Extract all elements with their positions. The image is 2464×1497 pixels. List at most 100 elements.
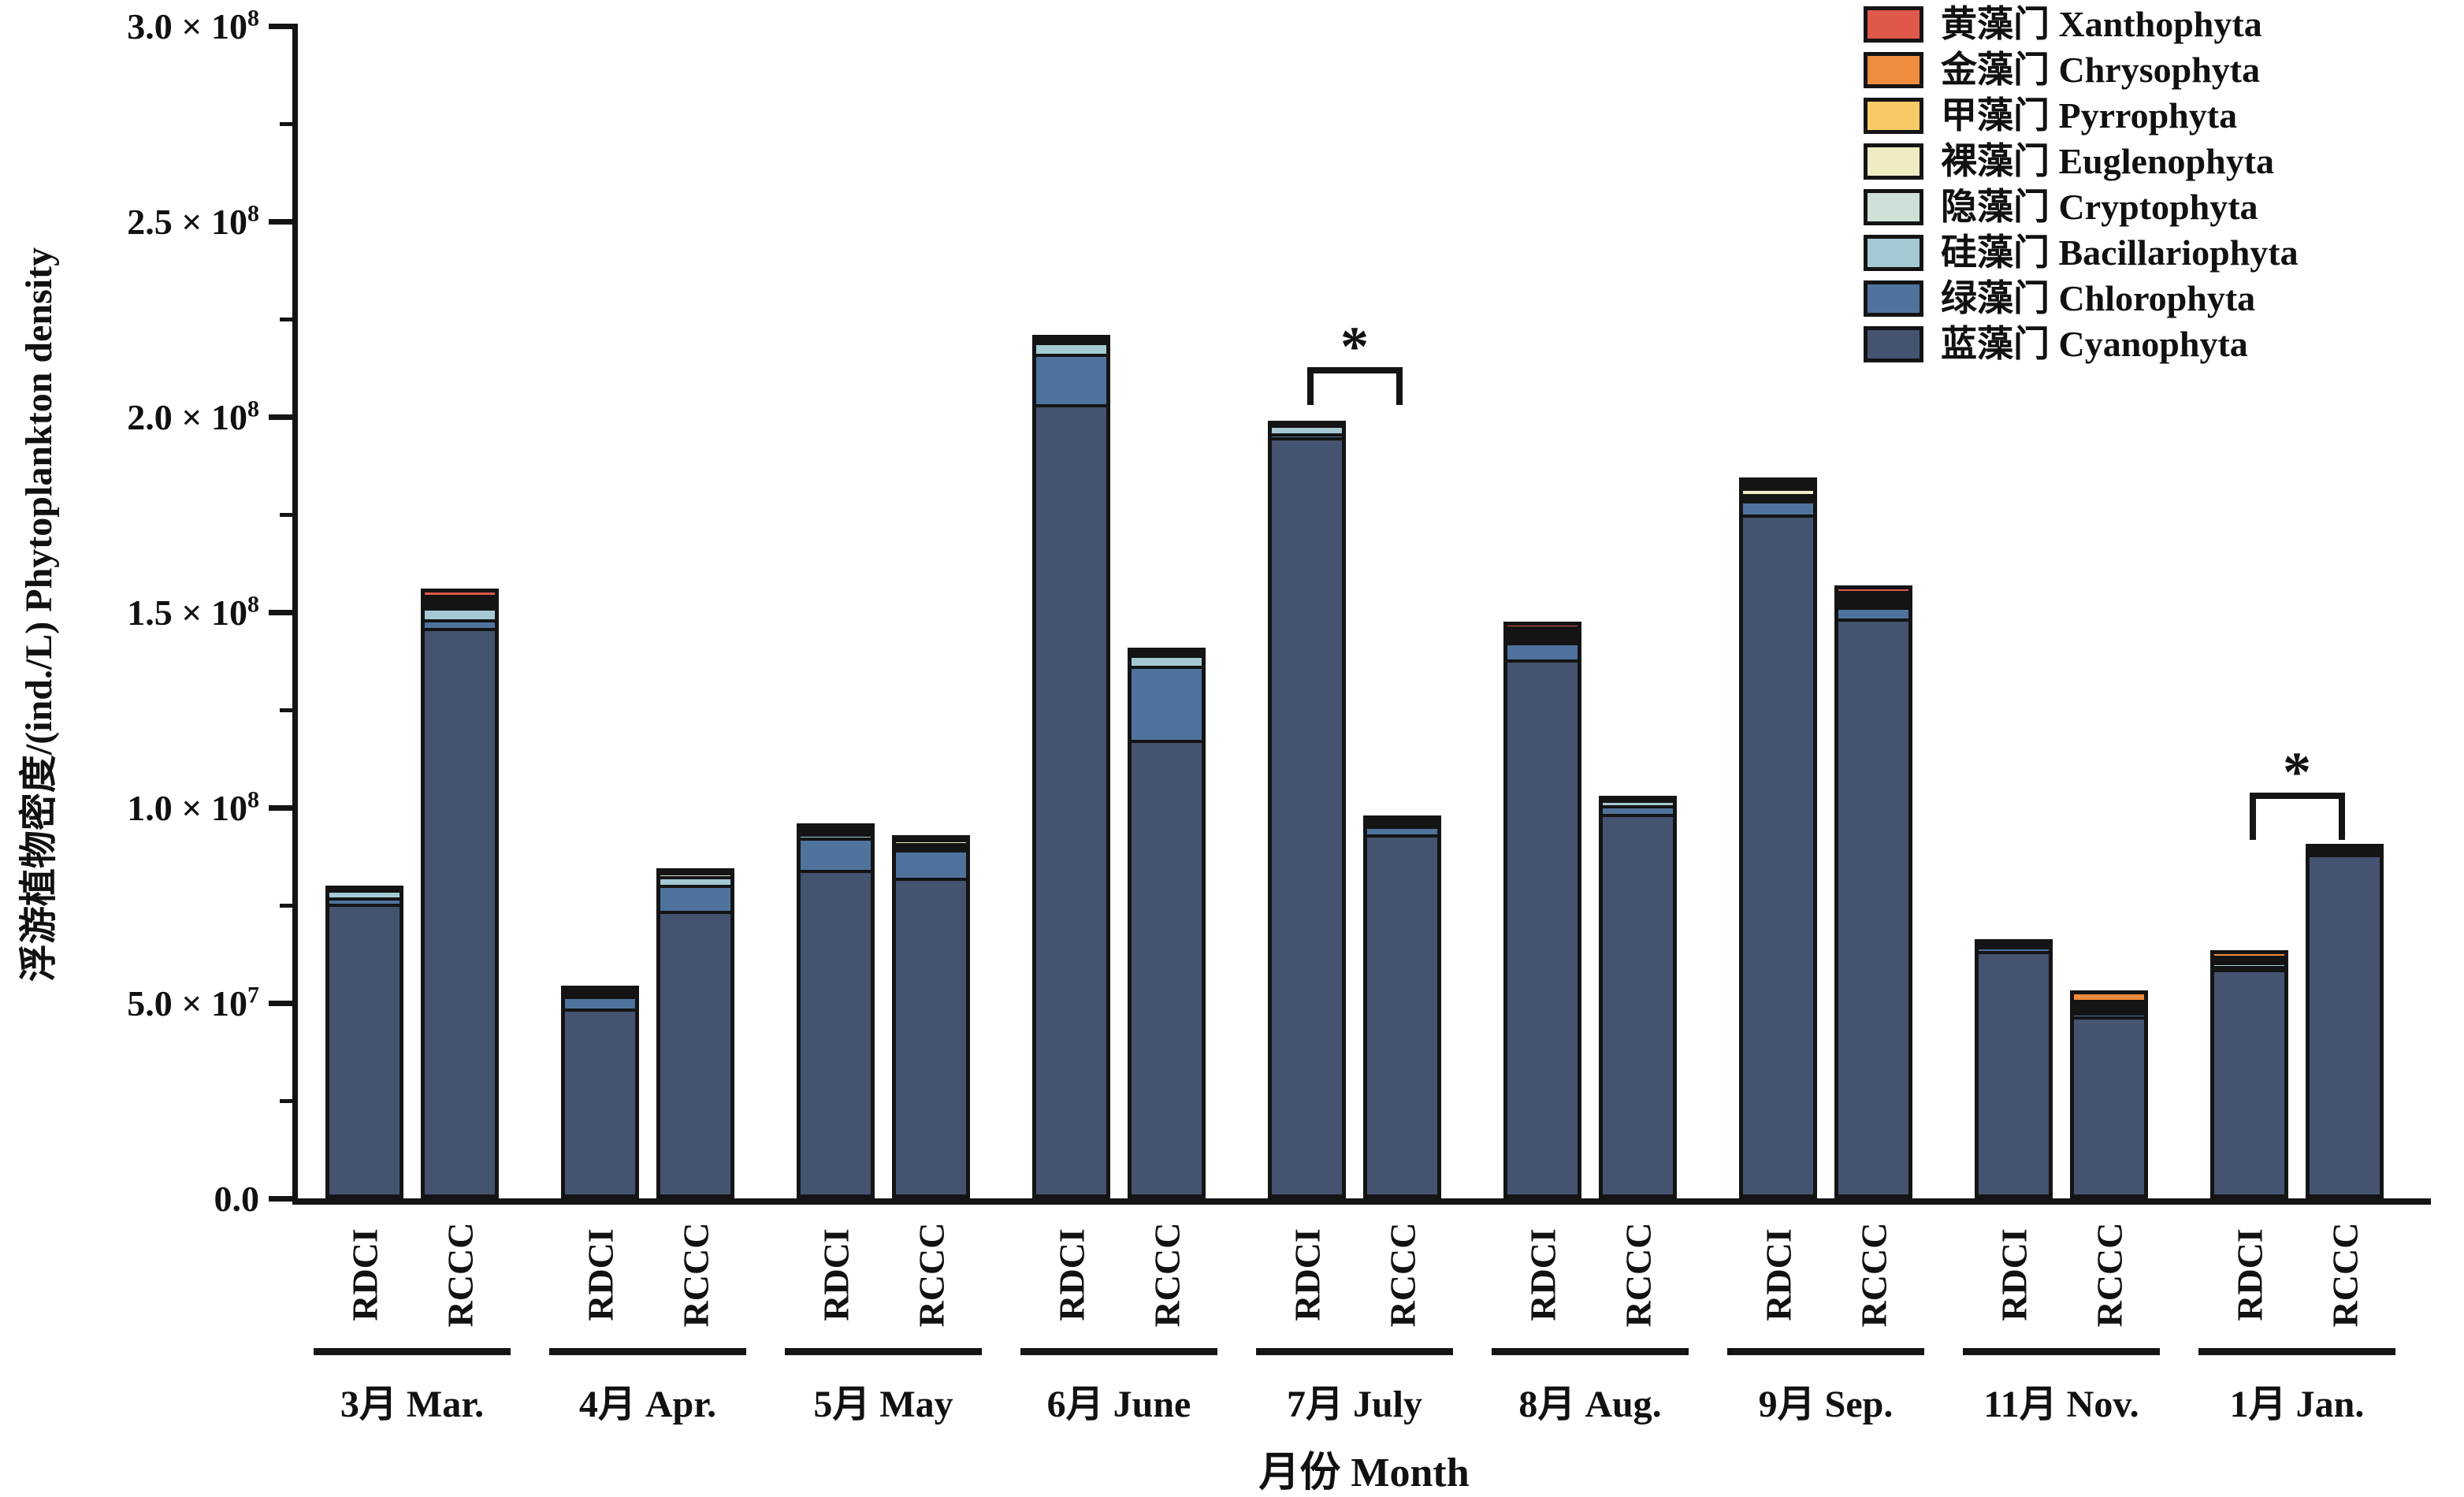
legend-swatch-Euglenophyta — [1864, 143, 1923, 180]
segment-Bacillariophyta — [1367, 825, 1437, 829]
bar-Apr.-RCCC — [656, 867, 734, 1198]
segment-Cyanophyta — [660, 913, 730, 1194]
segment-Euglenophyta — [2310, 847, 2380, 851]
month-underline — [2198, 1348, 2395, 1355]
y-minor-tick — [280, 904, 292, 908]
bar-Sep.-RDCI — [1739, 477, 1817, 1198]
segment-Bacillariophyta — [1838, 607, 1908, 611]
bar-Nov.-RDCI — [1975, 939, 2053, 1198]
month-label: 11月 Nov. — [1983, 1384, 2139, 1425]
treatment-label-RCCC: RCCC — [1853, 1222, 1894, 1328]
treatment-label-RDCI: RDCI — [580, 1228, 620, 1321]
legend-swatch-Xanthophyta — [1864, 6, 1923, 43]
treatment-label-RDCI: RDCI — [1287, 1228, 1327, 1321]
segment-Bacillariophyta — [1036, 344, 1106, 357]
month-underline — [1727, 1348, 1924, 1355]
segment-Cyanophyta — [329, 907, 400, 1194]
treatment-label-RDCI: RDCI — [2229, 1228, 2269, 1321]
segment-Cryptophyta — [1838, 604, 1908, 607]
bar-Jan.-RCCC — [2306, 843, 2384, 1198]
bar-Mar.-RDCI — [325, 886, 403, 1198]
legend-item-Xanthophyta: 黄藻门 Xanthophyta — [1864, 2, 2262, 47]
segment-Bacillariophyta — [425, 611, 495, 623]
legend-swatch-Chlorophyta — [1864, 280, 1923, 317]
month-label: 3月 Mar. — [340, 1384, 485, 1425]
bar-June-RDCI — [1032, 334, 1110, 1198]
segment-Cryptophyta — [1507, 639, 1578, 643]
legend-label: 黄藻门 Xanthophyta — [1941, 4, 2262, 44]
segment-Cyanophyta — [2310, 856, 2380, 1194]
segment-Bacillariophyta — [1132, 657, 1202, 669]
y-minor-tick — [280, 122, 292, 126]
segment-Chrysophyta — [2214, 954, 2284, 960]
treatment-label-RCCC: RCCC — [440, 1222, 480, 1328]
legend-swatch-Bacillariophyta — [1864, 235, 1923, 271]
segment-Euglenophyta — [2214, 959, 2284, 963]
y-major-tick — [269, 219, 292, 225]
segment-Cyanophyta — [425, 631, 495, 1194]
segment-Chlorophyta — [2214, 969, 2284, 973]
segment-Cyanophyta — [565, 1011, 635, 1194]
treatment-label-RCCC: RCCC — [675, 1222, 715, 1328]
y-major-tick — [269, 1196, 292, 1202]
segment-Chlorophyta — [565, 998, 635, 1012]
segment-Xanthophyta — [1838, 589, 1908, 595]
treatment-label-RCCC: RCCC — [911, 1222, 951, 1328]
y-minor-tick — [280, 318, 292, 321]
treatment-label-RCCC: RCCC — [1147, 1222, 1187, 1328]
segment-Chlorophyta — [1507, 645, 1578, 663]
month-underline — [1963, 1348, 2160, 1355]
segment-Euglenophyta — [1036, 338, 1106, 342]
segment-Bacillariophyta — [329, 893, 400, 901]
segment-Pyrrophyta — [425, 601, 495, 605]
y-tick-label: 5.0 × 107 — [127, 982, 259, 1023]
treatment-label-RDCI: RDCI — [1758, 1228, 1798, 1321]
segment-Euglenophyta — [1743, 490, 1813, 497]
segment-Pyrrophyta — [1507, 633, 1578, 637]
segment-Cyanophyta — [1838, 622, 1908, 1194]
segment-Bacillariophyta — [1603, 803, 1673, 809]
y-major-tick — [269, 805, 292, 811]
x-axis-line — [292, 1198, 2431, 1205]
bar-May-RCCC — [892, 834, 970, 1198]
segment-Chlorophyta — [1603, 808, 1673, 818]
month-underline — [785, 1348, 982, 1355]
segment-Bacillariophyta — [2310, 850, 2380, 854]
segment-Euglenophyta — [1838, 600, 1908, 604]
segment-Bacillariophyta — [1507, 642, 1578, 646]
bar-Nov.-RCCC — [2070, 990, 2148, 1198]
bar-Sep.-RCCC — [1834, 585, 1912, 1198]
segment-Cyanophyta — [801, 872, 871, 1194]
bar-Aug.-RCCC — [1599, 796, 1677, 1198]
segment-Cryptophyta — [2074, 1009, 2144, 1012]
legend-label: 隐藻门 Cryptophyta — [1941, 187, 2258, 227]
y-major-tick — [269, 1001, 292, 1006]
segment-Cyanophyta — [1743, 517, 1813, 1194]
y-tick-label: 1.0 × 108 — [127, 786, 259, 828]
segment-Cryptophyta — [329, 890, 400, 893]
segment-Chlorophyta — [801, 840, 871, 873]
x-axis-title: 月份 Month — [1258, 1451, 1470, 1495]
legend-item-Cyanophyta: 蓝藻门 Cyanophyta — [1864, 321, 2248, 367]
segment-Euglenophyta — [565, 989, 635, 993]
segment-Cyanophyta — [2074, 1019, 2144, 1194]
legend-swatch-Pyrrophyta — [1864, 98, 1923, 134]
month-label: 1月 Jan. — [2229, 1384, 2365, 1425]
segment-Cyanophyta — [1367, 837, 1437, 1194]
y-major-tick — [269, 24, 292, 29]
segment-Xanthophyta — [1507, 626, 1578, 630]
segment-Cryptophyta — [1132, 654, 1202, 658]
segment-Chrysophyta — [425, 598, 495, 602]
segment-Cryptophyta — [1036, 341, 1106, 345]
bar-July-RCCC — [1363, 815, 1441, 1198]
segment-Chlorophyta — [2074, 1015, 2144, 1020]
y-tick-label: 2.5 × 108 — [127, 200, 259, 242]
segment-Bacillariophyta — [2074, 1012, 2144, 1016]
y-major-tick — [269, 414, 292, 420]
segment-Cryptophyta — [565, 992, 635, 996]
segment-Euglenophyta — [1367, 819, 1437, 823]
legend-item-Euglenophyta: 裸藻门 Euglenophyta — [1864, 139, 2274, 184]
segment-Bacillariophyta — [801, 836, 871, 841]
segment-Bacillariophyta — [1743, 500, 1813, 503]
treatment-label-RCCC: RCCC — [2089, 1222, 2129, 1328]
